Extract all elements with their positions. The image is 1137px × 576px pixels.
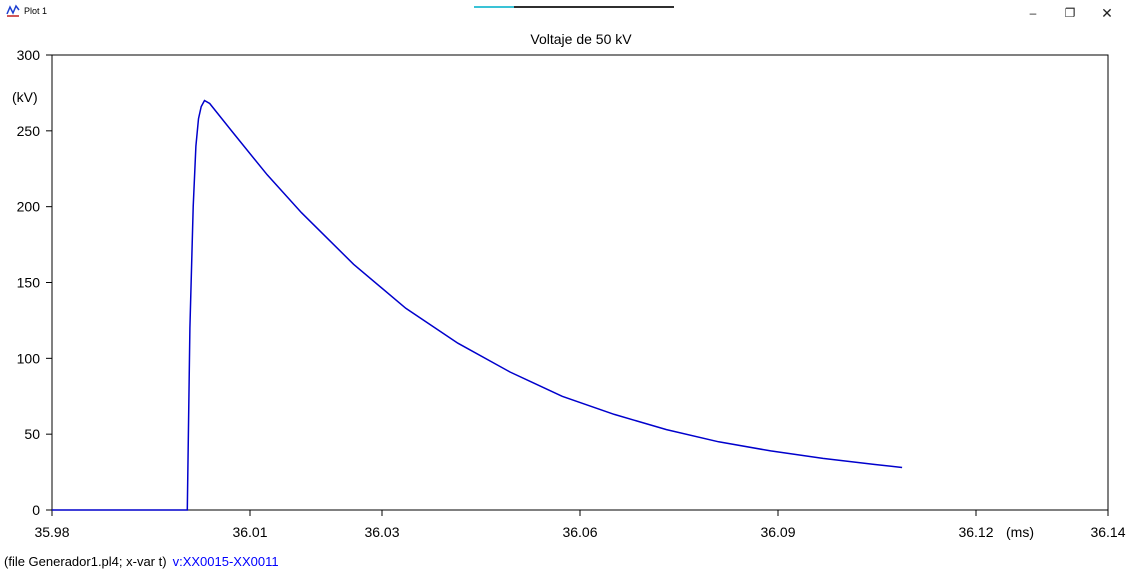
file-info-label: (file Generador1.pl4; x-var t) — [4, 554, 167, 569]
maximize-button[interactable]: ❐ — [1064, 6, 1076, 20]
y-tick-label: 150 — [17, 275, 41, 291]
title-accent-bar — [474, 6, 674, 8]
minimize-button[interactable]: – — [1029, 6, 1037, 20]
plot-footer: (file Generador1.pl4; x-var t) v:XX0015-X… — [4, 554, 279, 569]
y-tick-label: 50 — [24, 426, 40, 442]
plot-app-icon — [6, 4, 20, 17]
window-titlebar: Plot 1 – ❐ ✕ — [0, 0, 1137, 24]
x-tick-label: 36.03 — [364, 524, 399, 540]
x-tick-label: 36.12 — [958, 524, 993, 540]
series-variable-label: v:XX0015-XX0011 — [172, 554, 279, 569]
voltage-series-line — [52, 99, 903, 511]
x-tick-label: 36.01 — [232, 524, 267, 540]
window-title: Plot 1 — [24, 6, 48, 16]
y-axis-ticks: 0 50 100 150 200 250 300 — [17, 47, 52, 518]
x-tick-label: 35.98 — [34, 524, 69, 540]
y-tick-label: 0 — [32, 502, 40, 518]
y-tick-label: 250 — [17, 123, 41, 139]
x-tick-label: 36.14 — [1090, 524, 1125, 540]
close-button[interactable]: ✕ — [1101, 5, 1113, 21]
x-tick-label: 36.06 — [562, 524, 597, 540]
x-axis-ticks: 35.98 36.01 36.03 36.06 36.09 36.12 36.14 — [34, 510, 1126, 540]
x-tick-label: 36.09 — [760, 524, 795, 540]
y-tick-label: 300 — [17, 47, 41, 63]
y-tick-label: 100 — [17, 350, 41, 366]
plot-frame — [51, 54, 1109, 511]
x-axis-unit-label: (ms) — [1006, 524, 1034, 540]
y-tick-label: 200 — [17, 199, 41, 215]
chart-title: Voltaje de 50 kV — [530, 31, 632, 47]
y-axis-unit-label: (kV) — [12, 89, 38, 105]
